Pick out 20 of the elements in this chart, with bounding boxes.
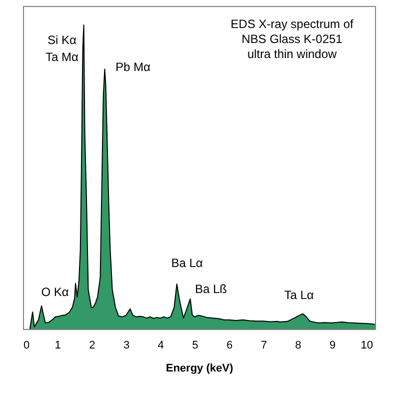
- x-tick-label: 0: [24, 340, 30, 352]
- x-tick-label: 2: [89, 340, 96, 352]
- x-axis-title: Energy (keV): [166, 362, 234, 374]
- x-tick-label: 1: [54, 340, 61, 352]
- x-tick-label: 6: [226, 340, 233, 352]
- annotation: Ba Lß: [194, 282, 228, 296]
- x-tick-label: 7: [260, 340, 267, 352]
- annotation: Ta Mα: [46, 50, 79, 64]
- annotation: Ba Lα: [171, 256, 203, 270]
- x-tick-label: 3: [123, 340, 130, 352]
- x-tick-label: 5: [192, 340, 198, 352]
- text: EDS X-ray spectrum of NBS Glass K-0251 ultra thin window: [230, 17, 354, 61]
- annotation: Ta Lα: [284, 288, 314, 302]
- annotation: Si Kα: [48, 33, 77, 47]
- x-tick-label: 8: [295, 340, 302, 352]
- x-tick-label: 9: [330, 340, 336, 352]
- x-tick-label: 4: [158, 340, 164, 352]
- x-tick-label: 10: [360, 340, 374, 352]
- annotation: O Kα: [41, 285, 69, 299]
- annotation: Pb Mα: [116, 60, 151, 74]
